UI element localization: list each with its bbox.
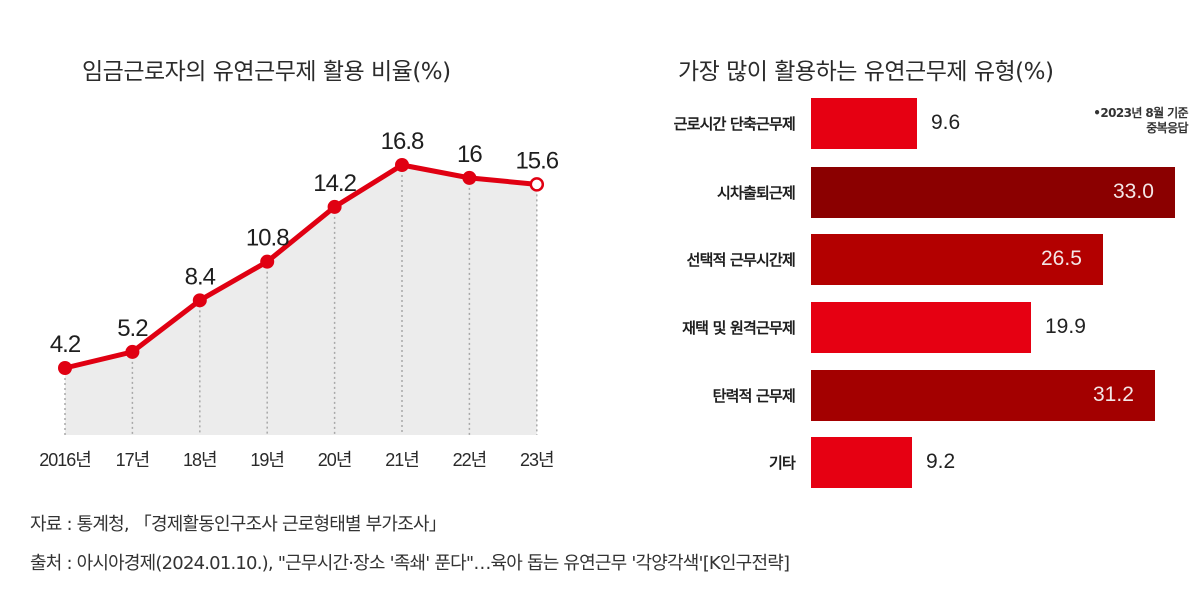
citation-text: 출처 : 아시아경제(2024.01.10.), "근무시간·장소 '족쇄' 푼… (30, 553, 790, 574)
note-date: •2023년 8월 기준 (1093, 106, 1188, 120)
bar (811, 302, 1031, 353)
bar-category-label: 근로시간 단축근무제 (673, 115, 796, 133)
line-chart: 4.2 2016년 5.2 17년 8.4 18년 10.8 19년 14.2 20년 16.8 21… (39, 128, 560, 470)
bar (811, 98, 917, 149)
source-text: 자료 : 통계청, 「경제활동인구조사 근로형태별 부가조사」 (30, 514, 447, 535)
x-axis-label: 19년 (250, 450, 284, 470)
data-point-label: 16.8 (381, 128, 424, 155)
bar (811, 370, 1155, 421)
bar-category-label: 기타 (768, 454, 796, 472)
bar-value-label: 31.2 (1093, 383, 1134, 406)
bar-value-label: 9.2 (926, 450, 956, 473)
data-point (260, 254, 275, 269)
x-axis-label: 18년 (183, 450, 217, 470)
line-chart-area (65, 165, 537, 435)
data-point-label: 8.4 (185, 263, 216, 290)
bar-chart-note: •2023년 8월 기준 중복응답 (1093, 106, 1188, 136)
line-chart-title: 임금근로자의 유연근무제 활용 비율(%) (82, 59, 451, 85)
bar (811, 234, 1103, 285)
data-point (192, 293, 207, 308)
bar-value-label: 26.5 (1041, 247, 1082, 270)
data-point-label: 5.2 (117, 315, 148, 342)
x-axis-label: 17년 (116, 450, 150, 470)
x-axis-label: 22년 (453, 450, 487, 470)
data-point-label: 14.2 (313, 170, 356, 197)
bar-value-label: 19.9 (1045, 315, 1086, 338)
data-point (58, 361, 72, 375)
x-axis-label: 23년 (520, 450, 554, 470)
bar-category-label: 시차출퇴근제 (716, 184, 796, 202)
data-point-label: 4.2 (50, 331, 81, 358)
bar (811, 167, 1175, 218)
bar-value-label: 33.0 (1113, 180, 1154, 203)
data-point-label: 10.8 (246, 225, 289, 252)
x-axis-label: 20년 (318, 450, 352, 470)
bar-category-label: 탄력적 근무제 (712, 387, 796, 405)
note-multiple-response: 중복응답 (1146, 121, 1188, 135)
x-axis-label: 2016년 (39, 450, 91, 470)
data-point (327, 199, 342, 214)
data-point (125, 344, 140, 359)
x-axis-label: 21년 (385, 450, 419, 470)
data-point-label: 16 (457, 141, 482, 168)
data-point (462, 170, 477, 185)
data-point (395, 158, 409, 172)
bar-category-label: 선택적 근무시간제 (686, 251, 796, 269)
data-point-label: 15.6 (515, 147, 558, 174)
trend-line (64, 162, 538, 371)
bar (811, 437, 912, 488)
bar-chart-title: 가장 많이 활용하는 유연근무제 유형(%) (678, 59, 1054, 85)
bar-value-label: 9.6 (931, 111, 961, 134)
bar-category-label: 재택 및 원격근무제 (682, 319, 796, 337)
data-point-hollow (529, 177, 545, 192)
